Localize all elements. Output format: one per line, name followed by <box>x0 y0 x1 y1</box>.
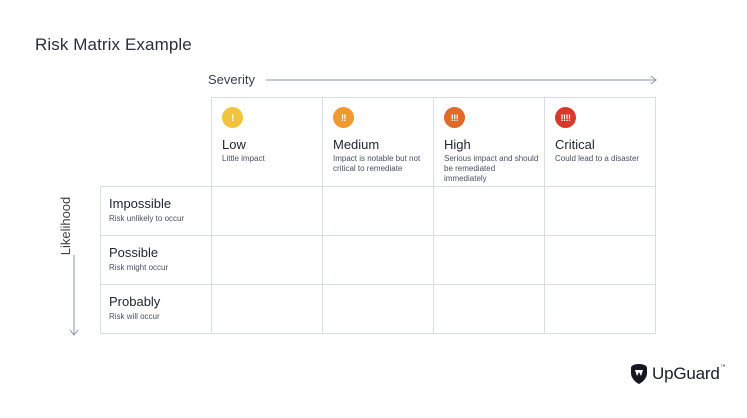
likelihood-name: Impossible <box>109 196 172 211</box>
grid-line <box>211 97 656 98</box>
severity-name: Medium <box>333 137 380 152</box>
likelihood-impossible: Impossible Risk unlikely to occur <box>100 187 211 235</box>
severity-critical: !!!! Critical Could lead to a disaster <box>545 97 655 186</box>
severity-name: High <box>444 137 471 152</box>
risk-matrix-grid: ! Low Little impact !! Medium Impact is … <box>100 97 656 334</box>
grid-line <box>322 97 323 334</box>
severity-medium: !! Medium Impact is notable but not crit… <box>323 97 433 186</box>
severity-axis-label: Severity <box>208 72 255 87</box>
severity-description: Serious impact and should be remediated … <box>444 154 539 183</box>
trademark-symbol: ™ <box>720 364 726 370</box>
likelihood-description: Risk will occur <box>109 312 160 321</box>
brand-name-text: UpGuard <box>652 364 720 383</box>
grid-line <box>100 284 656 285</box>
severity-low: ! Low Little impact <box>212 97 322 186</box>
severity-high: !!! High Serious impact and should be re… <box>434 97 544 186</box>
likelihood-possible: Possible Risk might occur <box>100 236 211 284</box>
severity-description: Little impact <box>222 154 265 163</box>
likelihood-description: Risk might occur <box>109 263 169 272</box>
severity-arrow-icon <box>266 75 657 85</box>
grid-line <box>100 333 656 334</box>
severity-name: Low <box>222 137 246 152</box>
severity-description: Could lead to a disaster <box>555 154 640 163</box>
brand-name: UpGuard™ <box>652 364 726 384</box>
grid-line <box>211 97 212 334</box>
alert-medium-icon: !! <box>333 107 354 128</box>
likelihood-description: Risk unlikely to occur <box>109 214 185 223</box>
page-title: Risk Matrix Example <box>35 35 192 54</box>
grid-line <box>100 186 656 187</box>
grid-line <box>433 97 434 334</box>
likelihood-name: Possible <box>109 245 159 260</box>
grid-line <box>544 97 545 334</box>
severity-name: Critical <box>555 137 595 152</box>
shield-icon <box>631 364 647 384</box>
grid-line <box>100 235 656 236</box>
likelihood-probably: Probably Risk will occur <box>100 285 211 333</box>
likelihood-arrow-icon <box>69 255 79 336</box>
grid-line <box>100 186 101 334</box>
grid-line <box>655 97 656 334</box>
likelihood-name: Probably <box>109 294 161 309</box>
alert-low-icon: ! <box>222 107 243 128</box>
alert-high-icon: !!! <box>444 107 465 128</box>
severity-description: Impact is notable but not critical to re… <box>333 154 421 173</box>
alert-critical-icon: !!!! <box>555 107 576 128</box>
upguard-logo: UpGuard™ <box>630 363 726 385</box>
